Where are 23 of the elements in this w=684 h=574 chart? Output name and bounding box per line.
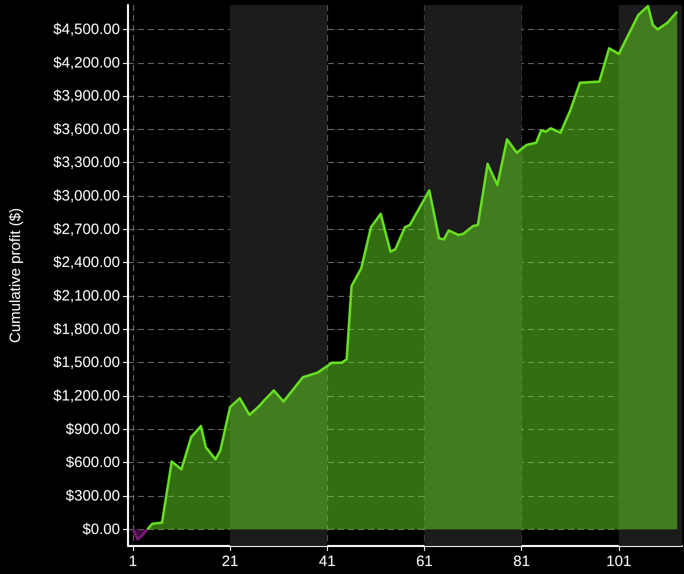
y-tick-label: $900.00 — [66, 420, 120, 438]
y-tick-label: $2,700.00 — [53, 220, 120, 238]
y-tick-label: $300.00 — [66, 488, 120, 505]
x-tick-label: 61 — [416, 553, 433, 570]
y-tick-label: $1,200.00 — [53, 388, 120, 405]
x-tick-label: 21 — [222, 553, 238, 570]
y-tick-label: $3,600.00 — [53, 120, 120, 138]
y-axis-title: Cumulative profit ($) — [7, 208, 24, 344]
x-tick-label: 101 — [606, 553, 632, 570]
y-tick-label: $2,400.00 — [53, 254, 120, 272]
y-tick-label: $2,100.00 — [53, 288, 120, 305]
x-tick-label: 81 — [513, 553, 530, 570]
y-tick-label: $0.00 — [82, 520, 120, 538]
y-tick-label: $4,500.00 — [53, 20, 120, 38]
x-tick-label: 1 — [128, 553, 138, 570]
y-tick-label: $1,800.00 — [53, 320, 120, 338]
y-tick-label: $3,300.00 — [53, 154, 120, 172]
x-tick-label: 41 — [318, 553, 336, 570]
y-tick-label: $3,900.00 — [53, 88, 120, 105]
y-tick-label: $4,200.00 — [53, 54, 120, 72]
y-tick-label: $600.00 — [66, 454, 120, 472]
y-tick-label: $1,500.00 — [53, 354, 120, 372]
y-tick-label: $3,000.00 — [53, 188, 120, 205]
